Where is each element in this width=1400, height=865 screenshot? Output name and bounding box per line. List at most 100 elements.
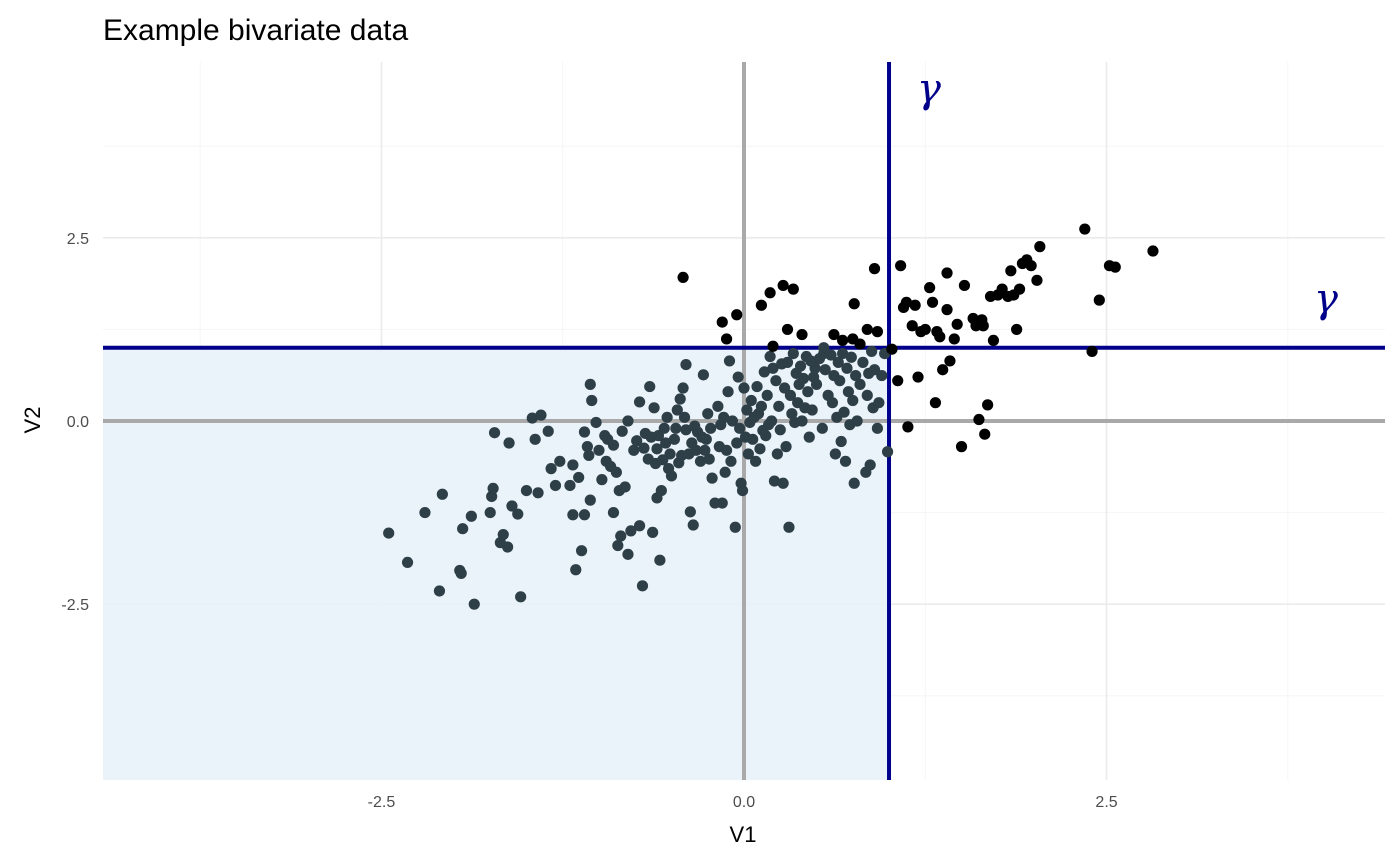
data-point xyxy=(703,453,715,465)
data-point xyxy=(506,500,518,512)
data-point xyxy=(837,347,849,360)
data-point xyxy=(633,396,646,408)
data-point xyxy=(902,421,914,433)
data-point xyxy=(797,372,810,385)
data-point xyxy=(806,404,818,416)
data-point xyxy=(951,318,963,330)
data-point xyxy=(567,459,579,471)
data-point xyxy=(768,475,781,487)
data-point xyxy=(738,382,750,394)
data-point xyxy=(655,485,667,497)
data-point xyxy=(720,333,733,345)
data-point xyxy=(881,446,894,458)
data-point xyxy=(583,449,595,462)
data-point xyxy=(774,424,786,436)
data-point xyxy=(564,479,576,492)
data-point xyxy=(687,519,699,531)
data-point xyxy=(847,394,859,407)
data-point xyxy=(578,509,591,521)
data-point xyxy=(850,369,862,382)
data-point xyxy=(593,444,605,456)
data-point xyxy=(677,271,689,283)
data-point xyxy=(615,530,627,542)
data-point xyxy=(722,386,734,398)
data-point xyxy=(1147,245,1159,257)
data-point xyxy=(781,323,794,336)
data-point xyxy=(636,580,649,592)
data-point xyxy=(758,366,770,378)
data-point xyxy=(854,378,866,390)
data-point xyxy=(747,433,759,445)
data-point xyxy=(783,521,795,533)
data-points xyxy=(383,223,1159,610)
data-point xyxy=(678,411,691,423)
data-point xyxy=(955,441,968,453)
data-point xyxy=(638,442,650,454)
data-point xyxy=(828,328,840,341)
data-point xyxy=(671,404,683,416)
data-point xyxy=(520,485,533,497)
data-point xyxy=(529,433,541,445)
data-point xyxy=(680,424,692,436)
data-point xyxy=(680,358,692,371)
data-point xyxy=(512,508,524,520)
data-point xyxy=(433,585,446,597)
data-point xyxy=(502,541,514,553)
data-point xyxy=(1034,241,1046,253)
below-threshold-region xyxy=(103,347,890,780)
data-point xyxy=(854,338,866,350)
data-point xyxy=(941,267,953,279)
data-point xyxy=(892,375,904,387)
data-point xyxy=(607,506,620,519)
data-point xyxy=(866,345,878,357)
data-point xyxy=(794,360,807,372)
data-point xyxy=(690,444,702,456)
data-point xyxy=(765,415,778,427)
data-point xyxy=(532,487,544,499)
data-point xyxy=(796,328,808,341)
data-point xyxy=(575,545,588,557)
data-point xyxy=(977,320,989,332)
y-tick-label: 0.0 xyxy=(67,414,89,431)
data-point xyxy=(841,362,853,374)
data-point xyxy=(781,356,794,368)
y-axis-title: V2 xyxy=(20,407,45,434)
data-point xyxy=(919,323,931,336)
data-point xyxy=(929,397,942,409)
data-point xyxy=(515,591,527,603)
data-point xyxy=(787,347,799,360)
data-point xyxy=(868,263,881,275)
data-point xyxy=(796,415,808,427)
x-tick-label: 0.0 xyxy=(733,794,755,811)
data-point xyxy=(834,375,846,387)
data-point xyxy=(777,477,789,489)
data-point xyxy=(787,283,799,295)
data-point xyxy=(625,525,637,537)
data-point xyxy=(729,521,741,533)
data-point xyxy=(780,441,792,453)
data-point xyxy=(764,350,776,363)
data-point xyxy=(979,428,991,440)
data-point xyxy=(829,448,841,460)
data-point xyxy=(694,455,707,467)
data-point xyxy=(731,437,743,449)
data-point xyxy=(716,316,728,328)
data-point xyxy=(948,333,960,345)
data-point xyxy=(684,506,696,518)
data-point xyxy=(665,470,678,482)
data-point xyxy=(674,393,686,405)
data-point xyxy=(503,437,515,449)
data-point xyxy=(578,426,591,438)
data-point xyxy=(926,296,939,308)
data-point xyxy=(581,441,593,453)
data-point xyxy=(876,369,888,382)
data-point xyxy=(909,299,921,311)
data-point xyxy=(706,472,718,484)
data-point xyxy=(934,331,946,343)
data-point xyxy=(619,481,631,493)
data-point xyxy=(651,443,663,455)
data-point xyxy=(987,334,1000,347)
data-point xyxy=(941,304,953,316)
data-point xyxy=(658,422,670,434)
